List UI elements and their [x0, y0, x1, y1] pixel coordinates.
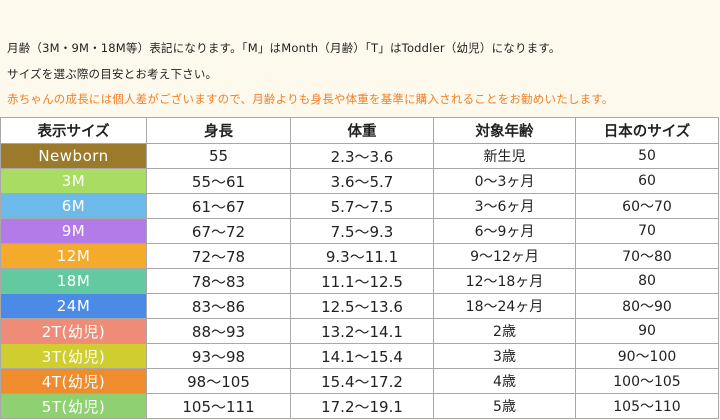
size-rows: Newborn 55 2.3～3.6 新生児 50 3M 55～61 3.6～5…	[0, 143, 719, 419]
display-size-cell: 12M	[0, 243, 147, 269]
header-display-size: 表示サイズ	[0, 117, 147, 144]
age-cell: 3歳	[433, 343, 576, 369]
height-cell: 55	[146, 143, 291, 169]
age-cell: 新生児	[433, 143, 576, 169]
table-row: 24M 83～86 12.5～13.6 18～24ヶ月 80～90	[0, 293, 719, 319]
height-cell: 105～111	[146, 393, 291, 419]
age-cell: 18～24ヶ月	[433, 293, 576, 319]
japan-size-cell: 50	[575, 143, 719, 169]
japan-size-cell: 80	[575, 268, 719, 294]
height-cell: 98～105	[146, 368, 291, 394]
weight-cell: 5.7～7.5	[290, 193, 434, 219]
height-cell: 78～83	[146, 268, 291, 294]
height-cell: 61～67	[146, 193, 291, 219]
japan-size-cell: 60～70	[575, 193, 719, 219]
weight-cell: 13.2～14.1	[290, 318, 434, 344]
japan-size-cell: 100～105	[575, 368, 719, 394]
height-cell: 93～98	[146, 343, 291, 369]
japan-size-cell: 70	[575, 218, 719, 244]
size-notes: 月齢（3M・9M・18M等）表記になります。「M」はMonth（月齢）「T」はT…	[0, 0, 720, 116]
japan-size-cell: 60	[575, 168, 719, 194]
display-size-cell: 3M	[0, 168, 147, 194]
table-row: 5T(幼児) 105～111 17.2～19.1 5歳 105～110	[0, 393, 719, 419]
table-row: 9M 67～72 7.5～9.3 6～9ヶ月 70	[0, 218, 719, 244]
age-cell: 0～3ヶ月	[433, 168, 576, 194]
age-cell: 4歳	[433, 368, 576, 394]
weight-cell: 14.1～15.4	[290, 343, 434, 369]
note-size-notation: 月齢（3M・9M・18M等）表記になります。「M」はMonth（月齢）「T」はT…	[7, 41, 561, 55]
header-target-age: 対象年齢	[433, 117, 576, 144]
japan-size-cell: 80～90	[575, 293, 719, 319]
weight-cell: 3.6～5.7	[290, 168, 434, 194]
height-cell: 83～86	[146, 293, 291, 319]
display-size-cell: 6M	[0, 193, 147, 219]
display-size-cell: 3T(幼児)	[0, 343, 147, 369]
display-size-cell: 5T(幼児)	[0, 393, 147, 419]
weight-cell: 12.5～13.6	[290, 293, 434, 319]
height-cell: 72～78	[146, 243, 291, 269]
header-japan-size: 日本のサイズ	[575, 117, 719, 144]
height-cell: 55～61	[146, 168, 291, 194]
note-size-guide: サイズを選ぶ際の目安とお考え下さい。	[7, 67, 218, 81]
display-size-cell: 18M	[0, 268, 147, 294]
weight-cell: 9.3～11.1	[290, 243, 434, 269]
weight-cell: 7.5～9.3	[290, 218, 434, 244]
display-size-cell: 9M	[0, 218, 147, 244]
japan-size-cell: 70～80	[575, 243, 719, 269]
header-weight: 体重	[290, 117, 434, 144]
table-row: 18M 78～83 11.1～12.5 12～18ヶ月 80	[0, 268, 719, 294]
height-cell: 67～72	[146, 218, 291, 244]
table-row: 2T(幼児) 88～93 13.2～14.1 2歳 90	[0, 318, 719, 344]
weight-cell: 11.1～12.5	[290, 268, 434, 294]
table-row: 6M 61～67 5.7～7.5 3～6ヶ月 60～70	[0, 193, 719, 219]
age-cell: 12～18ヶ月	[433, 268, 576, 294]
table-header-row: 表示サイズ 身長 体重 対象年齢 日本のサイズ	[0, 117, 719, 144]
weight-cell: 17.2～19.1	[290, 393, 434, 419]
display-size-cell: 4T(幼児)	[0, 368, 147, 394]
japan-size-cell: 90～100	[575, 343, 719, 369]
size-chart-table: 表示サイズ 身長 体重 対象年齢 日本のサイズ Newborn 55 2.3～3…	[0, 117, 719, 419]
age-cell: 2歳	[433, 318, 576, 344]
height-cell: 88～93	[146, 318, 291, 344]
table-row: 4T(幼児) 98～105 15.4～17.2 4歳 100～105	[0, 368, 719, 394]
display-size-cell: Newborn	[0, 143, 147, 169]
table-row: 3T(幼児) 93～98 14.1～15.4 3歳 90～100	[0, 343, 719, 369]
table-row: 12M 72～78 9.3～11.1 9～12ヶ月 70～80	[0, 243, 719, 269]
age-cell: 6～9ヶ月	[433, 218, 576, 244]
table-row: 3M 55～61 3.6～5.7 0～3ヶ月 60	[0, 168, 719, 194]
japan-size-cell: 90	[575, 318, 719, 344]
weight-cell: 15.4～17.2	[290, 368, 434, 394]
age-cell: 9～12ヶ月	[433, 243, 576, 269]
header-height: 身長	[146, 117, 291, 144]
display-size-cell: 2T(幼児)	[0, 318, 147, 344]
age-cell: 3～6ヶ月	[433, 193, 576, 219]
age-cell: 5歳	[433, 393, 576, 419]
weight-cell: 2.3～3.6	[290, 143, 434, 169]
note-growth-advice: 赤ちゃんの成長には個人差がございますので、月齢よりも身長や体重を基準に購入される…	[7, 92, 614, 106]
table-row: Newborn 55 2.3～3.6 新生児 50	[0, 143, 719, 169]
japan-size-cell: 105～110	[575, 393, 719, 419]
display-size-cell: 24M	[0, 293, 147, 319]
